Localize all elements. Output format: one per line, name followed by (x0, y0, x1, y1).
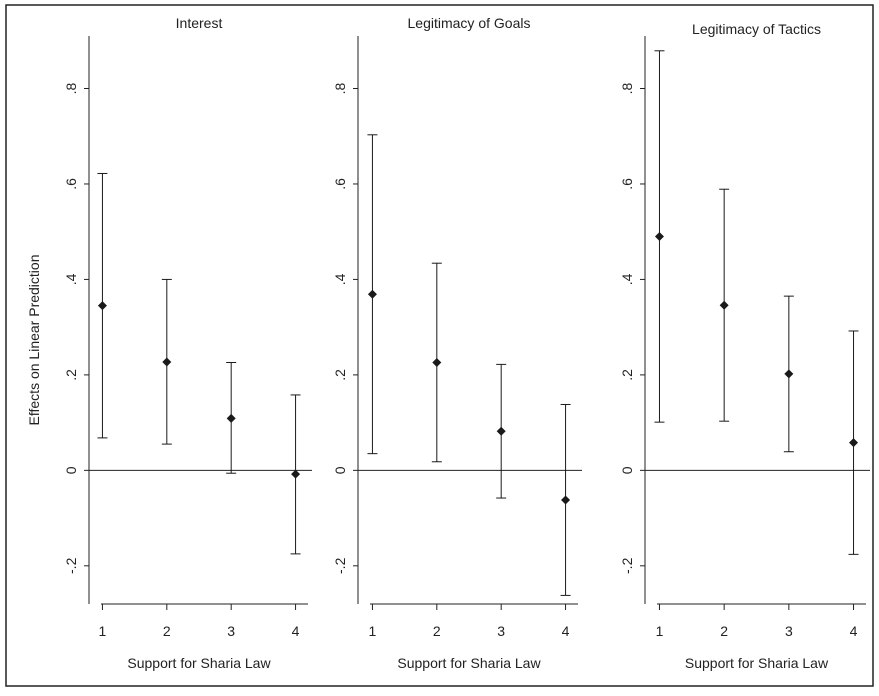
y-tick-label: .2 (619, 369, 635, 381)
y-tick-label: -.2 (63, 557, 79, 574)
y-tick-label: 0 (63, 466, 79, 474)
y-tick-label: .2 (63, 369, 79, 381)
x-tick-label: 2 (720, 623, 728, 639)
point-estimate-marker (784, 369, 794, 379)
x-tick-label: 4 (562, 623, 570, 639)
y-tick-label: .6 (332, 178, 348, 190)
y-tick-label: 0 (332, 466, 348, 474)
y-tick-label: .4 (619, 273, 635, 285)
point-estimate-marker (719, 300, 729, 310)
x-tick-label: 3 (227, 623, 235, 639)
panel-3: Legitimacy of Tactics -.2 0 .2 .4 .6 .8 1 2 3 4 Sup… (619, 21, 870, 671)
x-tick-label: 1 (656, 623, 664, 639)
point-estimate-marker (561, 495, 571, 505)
point-estimate-marker (432, 357, 442, 367)
y-tick-label: .8 (63, 82, 79, 94)
panel-1: Interest -.2 0 .2 .4 .6 .8 1 2 3 4 Support for Shar… (63, 15, 312, 671)
y-tick-label: .8 (332, 82, 348, 94)
point-estimate-marker (654, 231, 664, 241)
x-axis-title: Support for Sharia Law (127, 655, 271, 671)
x-axis-title: Support for Sharia Law (397, 655, 541, 671)
x-tick-label: 3 (497, 623, 505, 639)
y-tick-label: .4 (63, 273, 79, 285)
panel-title: Legitimacy of Tactics (692, 21, 821, 37)
x-tick-label: 2 (433, 623, 441, 639)
point-estimate-marker (162, 357, 172, 367)
y-tick-label: .6 (619, 178, 635, 190)
panel-title: Interest (176, 15, 223, 31)
point-estimate-marker (226, 413, 236, 423)
x-tick-label: 1 (99, 623, 107, 639)
x-tick-label: 2 (163, 623, 171, 639)
panel-title: Legitimacy of Goals (408, 15, 531, 31)
point-estimate-marker (97, 301, 107, 311)
x-tick-label: 3 (785, 623, 793, 639)
y-tick-label: .6 (63, 178, 79, 190)
point-estimate-marker (496, 426, 506, 436)
point-estimate-marker (291, 469, 301, 479)
x-axis-title: Support for Sharia Law (685, 655, 829, 671)
x-tick-label: 1 (369, 623, 377, 639)
point-estimate-marker (367, 289, 377, 299)
x-tick-label: 4 (850, 623, 858, 639)
outer-frame (5, 4, 874, 687)
y-axis-title: Effects on Linear Prediction (26, 255, 42, 426)
y-tick-label: -.2 (619, 557, 635, 574)
panel-2: Legitimacy of Goals -.2 0 .2 .4 .6 .8 1 2 3 4 Suppo… (332, 15, 582, 671)
y-tick-label: -.2 (332, 557, 348, 574)
y-tick-label: .2 (332, 369, 348, 381)
panels: Interest -.2 0 .2 .4 .6 .8 1 2 3 4 Support for Shar… (63, 15, 870, 671)
y-tick-label: 0 (619, 466, 635, 474)
y-tick-label: .4 (332, 273, 348, 285)
y-tick-label: .8 (619, 82, 635, 94)
x-tick-label: 4 (292, 623, 300, 639)
point-estimate-marker (849, 438, 859, 448)
